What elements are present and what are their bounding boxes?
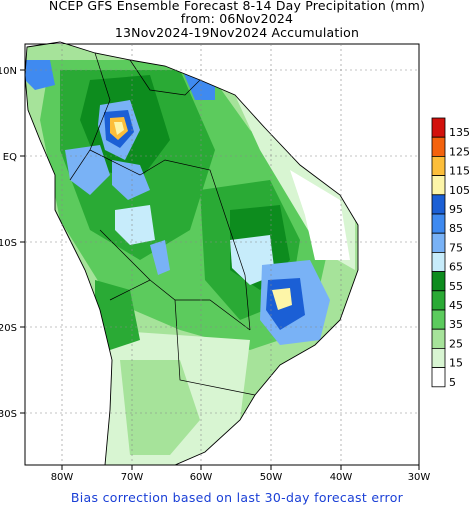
gridlines (25, 44, 419, 465)
legend-swatch (431, 367, 446, 388)
tick-marks (20, 69, 420, 470)
legend-label: 115 (449, 165, 470, 178)
x-tick-label: 80W (51, 472, 74, 483)
x-tick-label: 40W (330, 472, 353, 483)
legend-swatch (431, 251, 446, 272)
legend-label: 25 (449, 337, 463, 350)
y-tick-label: 10S (0, 238, 17, 249)
y-tick-label: 20S (0, 323, 17, 334)
x-tick-label: 50W (260, 472, 283, 483)
legend-label: 105 (449, 184, 470, 197)
y-tick-label: 10N (0, 66, 17, 77)
legend-swatch (431, 175, 446, 196)
legend-label: 125 (449, 145, 470, 158)
legend-swatch (431, 155, 446, 176)
legend-swatch (431, 194, 446, 215)
color-legend: 135 125 115 105 95 85 75 65 55 45 35 25 15 5 (431, 117, 470, 389)
legend-swatch (431, 213, 446, 234)
legend-label: 135 (449, 126, 470, 139)
legend-swatch (431, 117, 446, 138)
legend-label: 65 (449, 261, 463, 274)
country-borders (69, 52, 256, 396)
legend-label: 35 (449, 318, 463, 331)
legend-label: 5 (449, 376, 456, 389)
legend-label: 15 (449, 357, 463, 370)
legend-swatch (431, 271, 446, 292)
accumulation-period: 13Nov2024-19Nov2024 Accumulation (114, 25, 360, 40)
legend-swatch (431, 328, 446, 349)
legend-label: 95 (449, 203, 463, 216)
legend-swatch (431, 309, 446, 330)
x-tick-label: 70W (121, 472, 144, 483)
legend-swatch (431, 136, 446, 157)
forecast-init-date: from: 06Nov2024 (180, 11, 294, 26)
legend-swatch (431, 347, 446, 368)
y-tick-label: EQ (3, 152, 17, 163)
legend-swatch (431, 290, 446, 311)
legend-swatch (431, 232, 446, 253)
map-title: NCEP GFS Ensemble Forecast 8-14 Day Prec… (48, 0, 426, 13)
y-tick-label: 30S (0, 409, 17, 420)
x-tick-label: 60W (190, 472, 213, 483)
legend-label: 75 (449, 241, 463, 254)
legend-label: 85 (449, 222, 463, 235)
legend-label: 45 (449, 299, 463, 312)
legend-label: 55 (449, 280, 463, 293)
x-tick-label: 30W (408, 472, 431, 483)
bias-correction-note: Bias correction based on last 30-day for… (70, 490, 404, 505)
